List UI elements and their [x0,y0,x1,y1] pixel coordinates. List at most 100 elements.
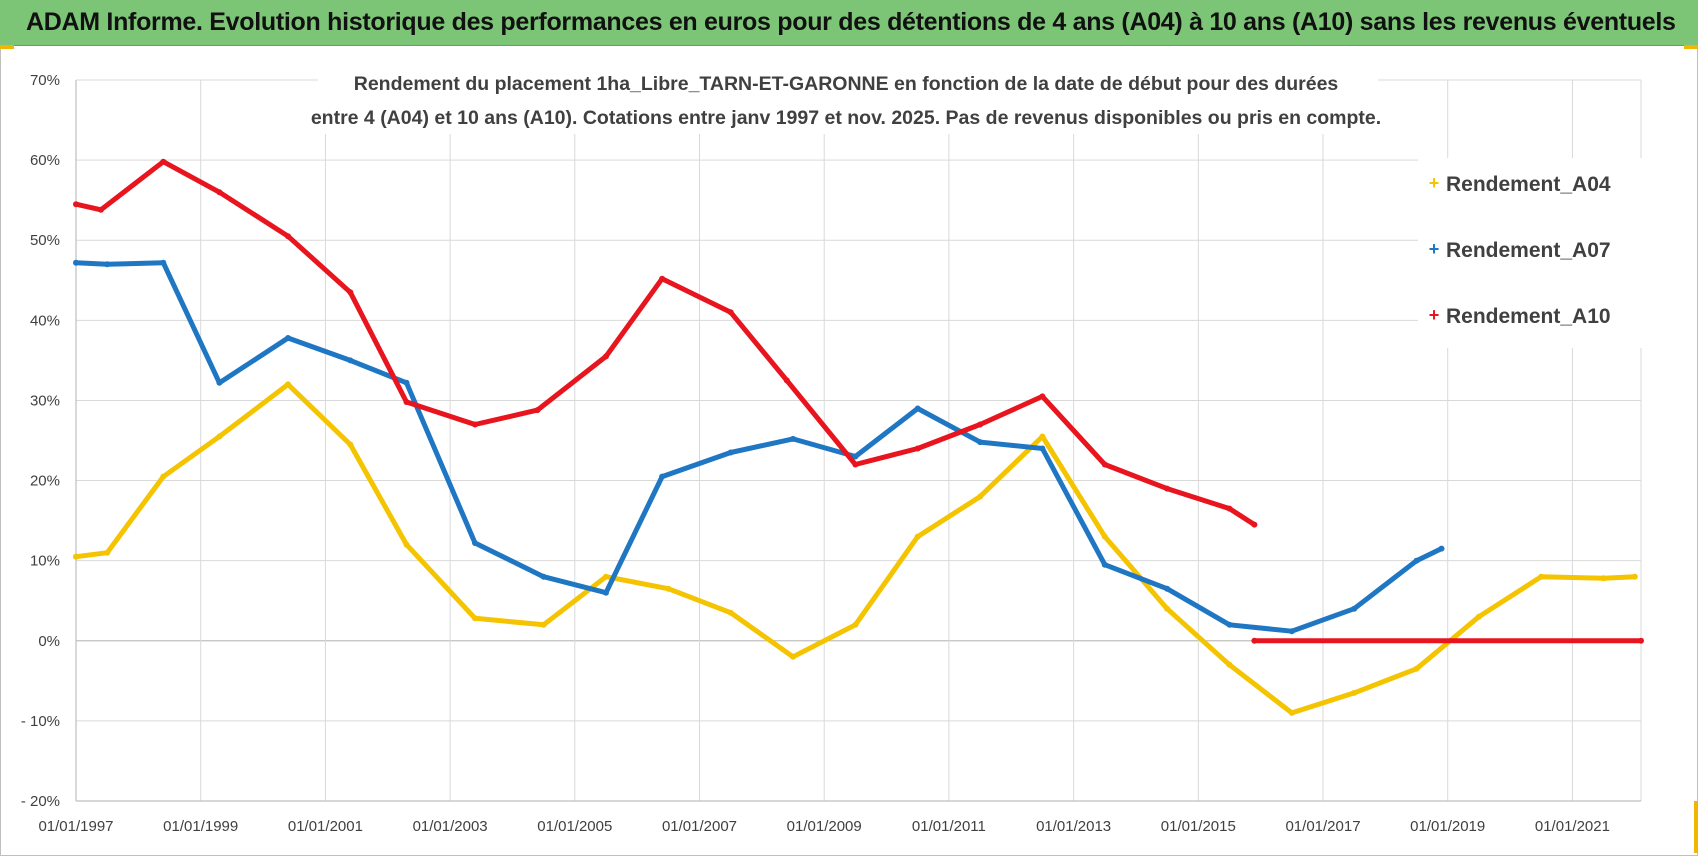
data-point [1251,521,1258,528]
corner-accent-top-left [0,45,14,49]
data-point [97,206,104,213]
data-point [403,399,410,405]
data-point [1538,573,1545,580]
data-point [403,541,410,548]
data-point [1101,533,1108,540]
data-point [1039,445,1046,452]
data-point [977,493,984,500]
data-point [347,289,354,296]
data-point [1101,561,1108,568]
data-point [1226,661,1233,668]
data-point [977,439,984,446]
data-point [347,441,354,448]
data-point [1351,605,1358,612]
chart-title-line-2: entre 4 (A04) et 10 ans (A10). Cotations… [311,107,1381,129]
data-point [1288,709,1295,716]
data-point [852,621,859,628]
data-point [1638,637,1644,644]
data-point [73,259,79,266]
data-point [472,540,478,546]
legend-background [1418,158,1644,348]
legend-marker-icon: + [1429,305,1440,325]
data-point [216,433,223,440]
series-layer [73,158,1644,716]
x-tick-label: 01/01/2021 [1535,818,1610,835]
data-point [1039,393,1046,400]
gridlines [75,79,1642,802]
data-point [160,473,167,480]
y-tick-label: 0% [38,633,60,650]
data-point [603,573,609,580]
y-tick-label: - 10% [21,713,60,730]
header-bar: ADAM Informe. Evolution historique des p… [0,0,1698,46]
legend-item: + Rendement_A10 [1429,305,1611,328]
legend-item: + Rendement_A04 [1429,173,1611,196]
data-point [216,379,223,386]
legend-marker-icon: + [1429,239,1440,259]
data-point [783,377,790,384]
x-tick-label: 01/01/2005 [537,818,612,835]
data-point [659,275,666,282]
data-point [1600,575,1607,582]
legend-label: Rendement_A04 [1446,173,1611,196]
data-point [1251,637,1258,644]
chart-title-background [318,58,1378,134]
data-point [727,609,734,616]
y-tick-label: 60% [30,152,60,169]
data-point [1101,461,1108,468]
data-point [104,261,111,268]
x-tick-label: 01/01/2009 [787,818,862,835]
corner-accent-top-right [1684,45,1698,49]
data-point [977,421,984,428]
x-tick-label: 01/01/2007 [662,818,737,835]
data-point [534,407,541,414]
page-title: ADAM Informe. Evolution historique des p… [26,8,1676,36]
data-point [160,158,167,165]
chart-title: Rendement du placement 1ha_Libre_TARN-ET… [311,58,1381,134]
y-tick-label: 50% [30,232,60,249]
data-point [1164,585,1171,592]
data-point [914,445,921,452]
x-tick-label: 01/01/2015 [1161,818,1236,835]
data-point [1164,605,1171,612]
y-tick-label: 40% [30,312,60,329]
data-point [104,549,111,556]
data-point [790,653,796,660]
data-point [852,453,859,460]
data-point [1413,557,1420,564]
corner-accent-bottom-right [1694,801,1698,853]
data-point [1631,573,1638,580]
y-tick-label: 70% [30,72,60,89]
legend-label: Rendement_A07 [1446,239,1611,262]
y-tick-label: 10% [30,553,60,570]
data-point [347,357,354,364]
data-point [914,405,921,412]
data-point [852,461,859,468]
data-point [160,259,167,266]
data-point [216,189,223,196]
data-point [540,621,547,628]
x-tick-label: 01/01/1997 [38,818,113,835]
data-point [403,379,410,386]
x-tick-label: 01/01/2001 [288,818,363,835]
data-point [1438,545,1445,552]
data-point [1226,621,1233,628]
data-point [285,381,291,388]
x-tick-label: 01/01/2019 [1410,818,1485,835]
data-point [472,615,478,622]
series-line-rendement-a10 [73,159,1257,528]
legend: + Rendement_A04 + Rendement_A07 + Rendement_A… [1418,158,1644,348]
y-tick-label: - 20% [21,793,60,810]
data-point [73,553,79,560]
y-tick-label: 20% [30,473,60,490]
data-point [727,449,734,456]
data-point [285,233,291,240]
data-point [1288,628,1295,635]
data-point [665,585,672,592]
data-point [540,573,547,580]
y-tick-label: 30% [30,392,60,409]
data-point [285,335,291,341]
data-point [1226,505,1233,512]
x-tick-label: 01/01/2013 [1036,818,1111,835]
data-point [73,201,79,208]
